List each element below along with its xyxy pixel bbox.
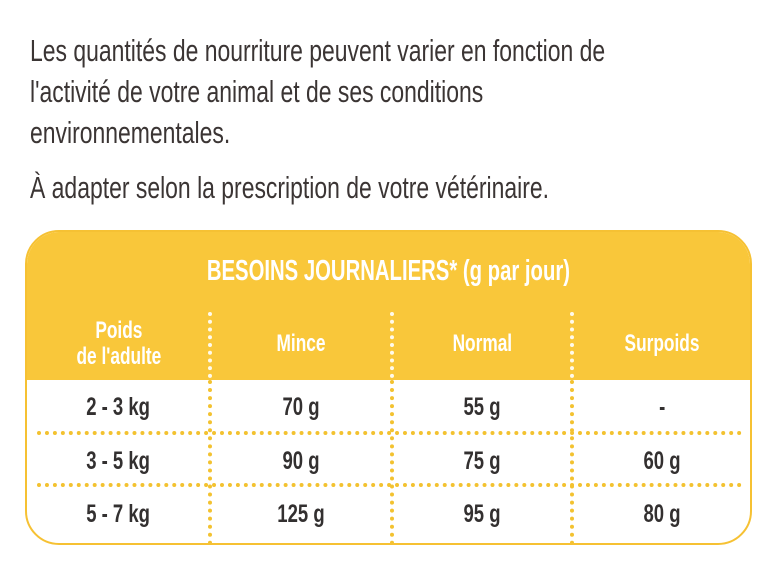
cell-text: 3 - 5 kg (86, 446, 151, 475)
overweight-header-text: Surpoids (625, 330, 700, 357)
cell-text: 60 g (643, 446, 682, 475)
table-cell-overweight: 60 g (573, 436, 750, 486)
cell-text: 70 g (282, 392, 320, 421)
table-cell-thin: 125 g (210, 489, 392, 539)
column-divider (390, 380, 394, 543)
table-title: BESOINS JOURNALIERS* (g par jour) (27, 254, 750, 288)
column-header-weight-text: Poids de l'adulte (76, 318, 161, 370)
weight-header-line2: de l'adulte (76, 343, 161, 370)
thin-header-text: Mince (276, 330, 326, 357)
table-cell-thin: 70 g (210, 382, 392, 432)
column-header-normal: Normal (392, 310, 573, 378)
cell-text: 5 - 7 kg (86, 499, 151, 528)
table-cell-normal: 95 g (392, 489, 573, 539)
header-divider (390, 312, 394, 378)
cell-text: 55 g (463, 392, 502, 421)
column-header-overweight: Surpoids (573, 310, 750, 378)
cell-text: 80 g (643, 499, 682, 528)
cell-text: 90 g (282, 446, 320, 475)
row-divider (37, 483, 742, 487)
column-header-thin: Mince (210, 310, 392, 378)
cell-text: 75 g (463, 446, 502, 475)
table-cell-overweight: - (573, 382, 750, 432)
table-cell-weight: 5 - 7 kg (27, 489, 210, 539)
table-cell-thin: 90 g (210, 436, 392, 486)
feeding-notice-paragraph: Les quantités de nourriture peuvent vari… (30, 30, 605, 153)
table-cell-normal: 55 g (392, 382, 573, 432)
table-header: BESOINS JOURNALIERS* (g par jour) Poids … (27, 232, 750, 380)
notice-line-2: l'activité de votre animal et de ses con… (30, 74, 484, 109)
table-cell-weight: 2 - 3 kg (27, 382, 210, 432)
column-divider (570, 380, 574, 543)
table-cell-overweight: 80 g (573, 489, 750, 539)
cell-text: 2 - 3 kg (86, 392, 151, 421)
header-divider (208, 312, 212, 378)
cell-text: - (659, 392, 666, 421)
header-divider (570, 312, 574, 378)
vet-advice-paragraph: À adapter selon la prescription de votre… (30, 167, 549, 208)
notice-line-3: environnementales. (30, 115, 231, 150)
notice-line-1: Les quantités de nourriture peuvent vari… (30, 33, 606, 68)
column-divider (208, 380, 212, 543)
daily-needs-table: BESOINS JOURNALIERS* (g par jour) Poids … (25, 230, 752, 545)
row-divider (37, 431, 742, 435)
normal-header-text: Normal (452, 330, 513, 357)
cell-text: 125 g (277, 499, 325, 528)
cell-text: 95 g (463, 499, 502, 528)
column-header-weight: Poids de l'adulte (27, 310, 210, 378)
weight-header-line1: Poids (94, 317, 143, 344)
table-cell-normal: 75 g (392, 436, 573, 486)
table-cell-weight: 3 - 5 kg (27, 436, 210, 486)
vet-advice-text: À adapter selon la prescription de votre… (30, 170, 549, 205)
table-title-text: BESOINS JOURNALIERS* (g par jour) (206, 255, 571, 287)
